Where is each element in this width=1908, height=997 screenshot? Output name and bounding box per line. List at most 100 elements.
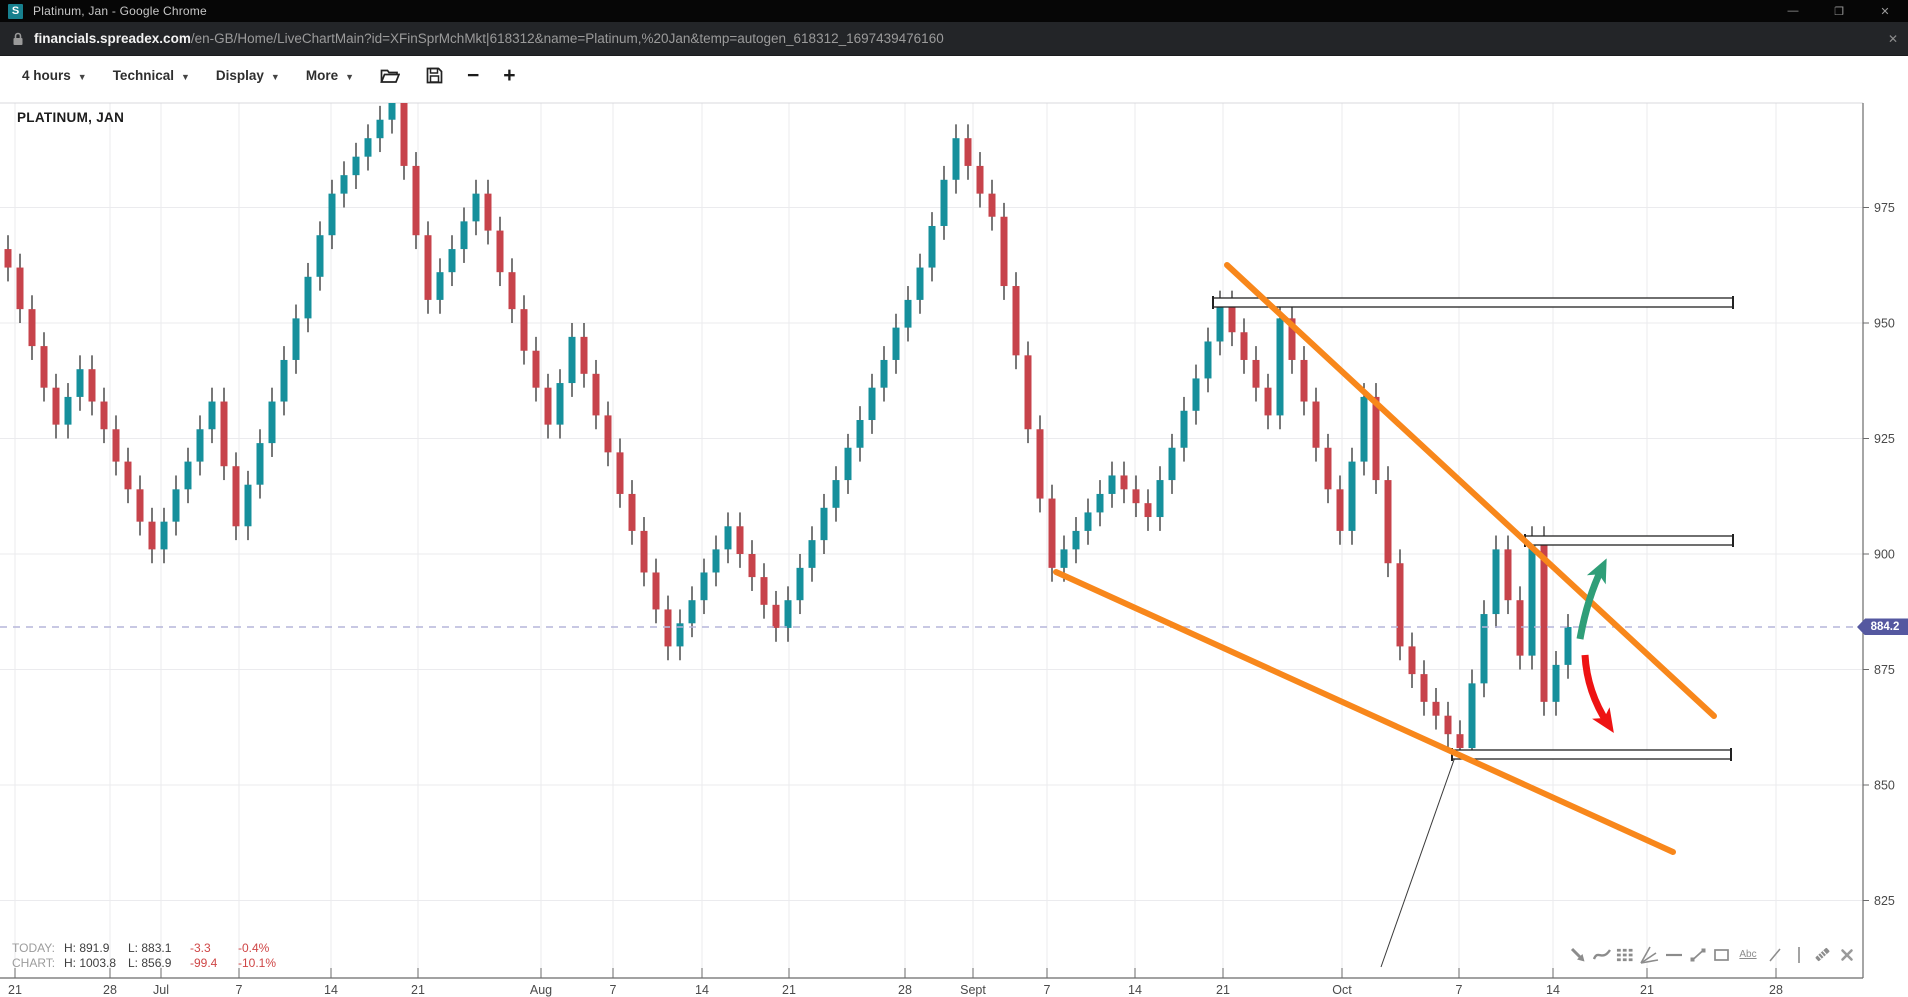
- candle-body: [1132, 489, 1140, 504]
- candle-body: [1000, 216, 1008, 287]
- candle-body: [1252, 359, 1260, 388]
- upper-channel-line[interactable]: [1224, 262, 1717, 719]
- stats-row-chart: CHART: H: 1003.8 L: 856.9 -99.4 -10.1%: [12, 955, 277, 970]
- candle-body: [1012, 286, 1020, 356]
- mid-resistance-box[interactable]: [1524, 535, 1734, 546]
- x-tick-label: 21: [782, 983, 796, 997]
- zoom-out-button[interactable]: −: [467, 63, 480, 87]
- close-button[interactable]: ✕: [1880, 5, 1890, 18]
- candle-body: [352, 156, 360, 176]
- technical-menu-button[interactable]: Technical ▼: [112, 68, 190, 83]
- interval-menu-button[interactable]: 4 hours ▼: [22, 68, 87, 83]
- horizontal-line-tool-icon[interactable]: [1664, 945, 1683, 964]
- candle-body: [304, 276, 312, 319]
- candle-body: [868, 387, 876, 421]
- candle-body: [1456, 734, 1464, 749]
- candle-body: [1156, 480, 1164, 518]
- candle-body: [592, 373, 600, 416]
- candle-body: [328, 193, 336, 236]
- zoom-in-button[interactable]: +: [503, 63, 516, 87]
- x-tick-label: 7: [610, 983, 617, 997]
- candle-body: [412, 165, 420, 236]
- candle-body: [508, 272, 516, 310]
- candle-body: [1432, 701, 1440, 716]
- candle-body: [1120, 475, 1128, 490]
- candle-body: [268, 401, 276, 444]
- open-chart-button[interactable]: [380, 68, 401, 84]
- candle-body: [220, 401, 228, 467]
- text-tool[interactable]: Abc: [1739, 949, 1757, 960]
- display-menu-button[interactable]: Display ▼: [215, 68, 280, 83]
- lock-icon: [12, 32, 24, 46]
- candle-body: [160, 521, 168, 550]
- url-domain: financials.spreadex.com: [34, 31, 191, 46]
- candle-body: [724, 526, 732, 550]
- candle-body: [28, 309, 36, 347]
- fan-tool-icon[interactable]: [1640, 945, 1659, 964]
- x-tick-label: 14: [695, 983, 709, 997]
- candle-body: [1528, 540, 1536, 656]
- chevron-down-icon: ▼: [270, 71, 280, 82]
- candle-body: [1564, 626, 1572, 665]
- candle-body: [1504, 549, 1512, 601]
- more-menu-button[interactable]: More ▼: [305, 68, 355, 83]
- trendline-tool-icon[interactable]: [1688, 945, 1707, 964]
- candle-body: [940, 179, 948, 226]
- candle-body: [88, 369, 96, 402]
- window-title: Platinum, Jan - Google Chrome: [33, 4, 207, 18]
- candle-body: [64, 396, 72, 425]
- pointer-annotation-line[interactable]: [1380, 756, 1456, 968]
- candle-body: [1084, 512, 1092, 531]
- candle-body: [580, 336, 588, 374]
- rectangle-tool-icon[interactable]: [1712, 945, 1731, 964]
- y-tick-label: 850: [1874, 779, 1895, 793]
- candle-body: [1180, 410, 1188, 448]
- marker-tool-icon[interactable]: [1813, 945, 1832, 964]
- candle-body: [124, 461, 132, 490]
- annotation-layer[interactable]: [0, 262, 1859, 968]
- candle-body: [1024, 355, 1032, 430]
- url-bar[interactable]: financials.spreadex.com/en-GB/Home/LiveC…: [0, 22, 1908, 56]
- up-scenario-arrow[interactable]: [1576, 558, 1607, 640]
- toolbar-separator: [1789, 945, 1808, 964]
- upper-resistance-box[interactable]: [1212, 297, 1734, 308]
- lower-channel-line[interactable]: [1053, 569, 1676, 855]
- candles-layer: [4, 103, 1572, 762]
- candle-body: [196, 429, 204, 462]
- down-scenario-arrow[interactable]: [1581, 654, 1614, 733]
- candle-body: [1492, 549, 1500, 615]
- candle-body: [100, 401, 108, 430]
- pointer-tool-icon[interactable]: [1568, 945, 1587, 964]
- x-tick-label: 21: [411, 983, 425, 997]
- candle-body: [1240, 332, 1248, 360]
- url-close-icon[interactable]: ✕: [1887, 31, 1898, 46]
- candle-body: [1372, 396, 1380, 481]
- candle-body: [148, 521, 156, 550]
- candle-body: [52, 387, 60, 425]
- candle-body: [256, 443, 264, 485]
- candle-body: [952, 138, 960, 180]
- candle-body: [424, 235, 432, 300]
- candle-body: [1348, 461, 1356, 531]
- candle-body: [1288, 318, 1296, 360]
- line-tool-icon[interactable]: [1765, 945, 1784, 964]
- chart-canvas[interactable]: 975 950 925 900 875 850 825 21 28 Jul 7 14 21 Aug 7 14 2…: [0, 95, 1908, 997]
- save-chart-button[interactable]: [426, 67, 443, 84]
- minimize-button[interactable]: —: [1787, 5, 1799, 17]
- candle-body: [544, 387, 552, 425]
- support-box[interactable]: [1451, 749, 1732, 760]
- candle-body: [808, 540, 816, 568]
- candle-body: [1360, 396, 1368, 462]
- last-price-badge: 884.2: [1857, 618, 1908, 636]
- curve-tool-icon[interactable]: [1592, 945, 1611, 964]
- restore-button[interactable]: ❐: [1834, 5, 1844, 18]
- candle-body: [40, 346, 48, 388]
- x-tick-label: 28: [1769, 983, 1783, 997]
- delete-tool-icon[interactable]: [1837, 945, 1856, 964]
- chart-area: 975 950 925 900 875 850 825 21 28 Jul 7 14 21 Aug 7 14 2…: [0, 95, 1908, 997]
- price-stats: TODAY: H: 891.9 L: 883.1 -3.3 -0.4% CHAR…: [12, 940, 298, 970]
- candle-body: [76, 369, 84, 397]
- candle-body: [1408, 646, 1416, 675]
- chart-toolbar: 4 hours ▼ Technical ▼ Display ▼ More ▼ − +: [0, 56, 1908, 95]
- fib-grid-tool-icon[interactable]: [1616, 945, 1635, 964]
